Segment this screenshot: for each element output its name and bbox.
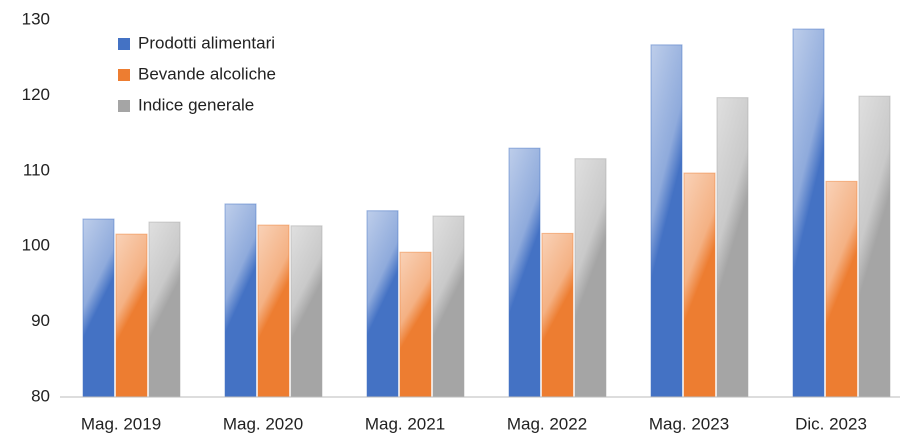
x-tick-label: Mag. 2022 [507, 414, 587, 433]
x-tick-label: Mag. 2019 [81, 414, 161, 433]
bar [432, 215, 465, 398]
bar [290, 225, 323, 398]
x-tick-label: Mag. 2021 [365, 414, 445, 433]
bar [825, 180, 858, 398]
bar [366, 210, 399, 398]
bar [115, 233, 148, 398]
bar [541, 232, 574, 398]
y-tick-label: 120 [22, 85, 50, 104]
bar [508, 147, 541, 398]
legend-swatch [118, 100, 130, 112]
bar [224, 203, 257, 398]
legend-swatch [118, 69, 130, 81]
x-tick-label: Dic. 2023 [795, 414, 867, 433]
y-tick-label: 90 [31, 311, 50, 330]
bar [82, 218, 115, 398]
bar [574, 158, 607, 398]
bar [650, 44, 683, 398]
x-tick-label: Mag. 2023 [649, 414, 729, 433]
y-tick-label: 110 [23, 160, 50, 179]
bar [257, 224, 290, 398]
x-tick-label: Mag. 2020 [223, 414, 303, 433]
legend-label: Prodotti alimentari [138, 33, 275, 52]
bar [683, 172, 716, 398]
legend-label: Indice generale [138, 95, 254, 114]
bar [399, 251, 432, 398]
y-tick-label: 80 [31, 386, 50, 405]
bar [716, 97, 749, 398]
legend-label: Bevande alcoliche [138, 64, 276, 83]
bar [858, 95, 891, 398]
y-tick-label: 130 [22, 9, 50, 28]
bar [148, 221, 181, 398]
legend-swatch [118, 38, 130, 50]
bar [792, 28, 825, 398]
y-tick-label: 100 [22, 236, 50, 255]
